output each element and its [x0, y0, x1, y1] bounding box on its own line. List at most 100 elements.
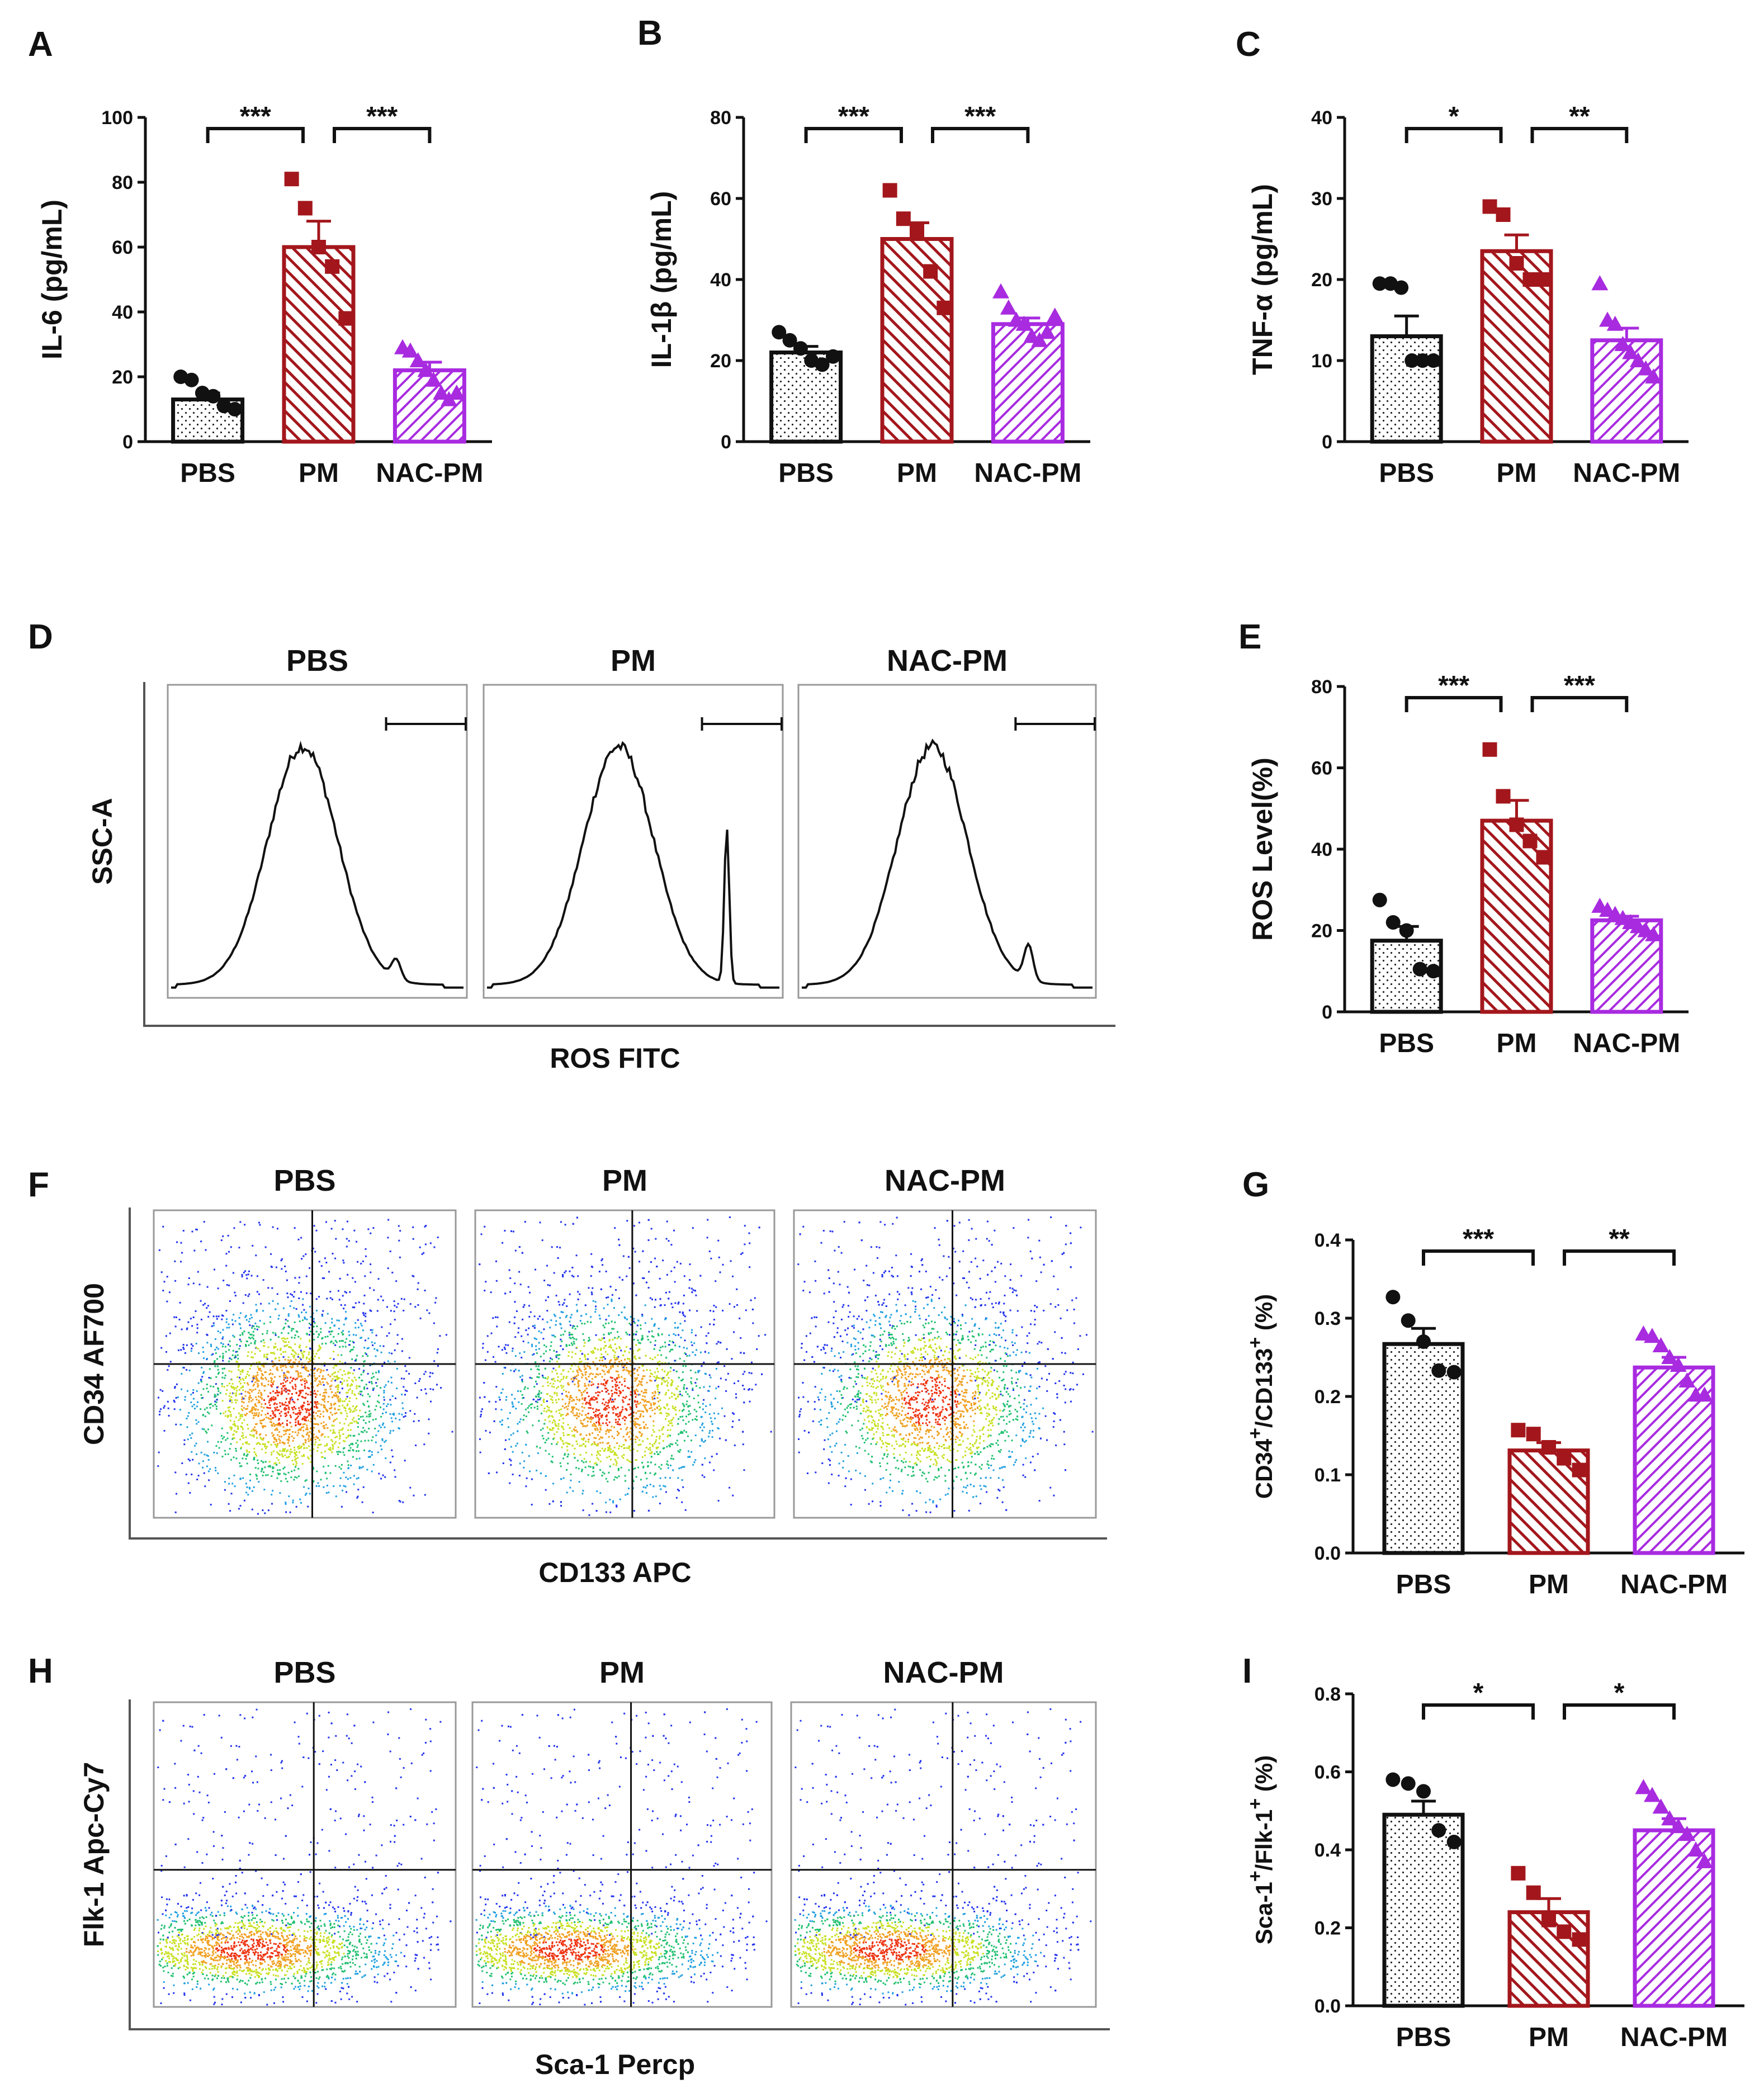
scatter-dot: [710, 1417, 712, 1419]
scatter-dot: [337, 1378, 339, 1380]
scatter-dot: [578, 1399, 580, 1401]
scatter-dot: [703, 1476, 706, 1478]
scatter-dot: [270, 1399, 272, 1401]
scatter-dot: [697, 1401, 699, 1404]
data-point: [184, 372, 199, 387]
scatter-dot: [329, 1297, 332, 1299]
scatter-dot: [701, 1439, 703, 1441]
scatter-dot: [643, 1277, 645, 1279]
scatter-dot: [655, 1436, 658, 1438]
scatter-dot: [315, 1309, 318, 1311]
scatter-dot: [286, 1292, 289, 1295]
scatter-dot: [703, 1426, 705, 1428]
scatter-dot: [679, 1393, 682, 1395]
scatter-dot: [294, 1459, 296, 1461]
scatter-dot: [523, 1351, 526, 1353]
y-tick-label: 20: [112, 367, 133, 388]
scatter-dot: [295, 1370, 297, 1372]
scatter-dot: [642, 1404, 645, 1407]
scatter-dot: [230, 1399, 233, 1401]
scatter-dot: [239, 1334, 242, 1336]
scatter-dot: [703, 1361, 705, 1363]
scatter-dot: [614, 1459, 616, 1461]
scatter-dot: [571, 1430, 573, 1432]
bar-pm: [880, 237, 954, 444]
scatter-dot: [218, 1371, 220, 1374]
scatter-dot: [361, 1431, 362, 1433]
scatter-dot: [561, 1398, 564, 1400]
scatter-dot: [642, 1370, 645, 1372]
scatter-dot: [561, 1304, 564, 1306]
scatter-dot: [620, 1349, 622, 1352]
scatter-dot: [693, 1409, 696, 1411]
scatter-dot: [572, 1399, 574, 1401]
scatter-dot: [246, 1486, 248, 1488]
scatter-dot: [625, 1439, 627, 1442]
scatter-dot: [571, 1333, 574, 1336]
scatter-dot: [551, 1358, 554, 1361]
scatter-dot: [749, 1388, 750, 1390]
scatter-dot: [608, 1436, 610, 1438]
scatter-dot: [351, 1392, 353, 1394]
scatter-dot: [573, 1341, 575, 1343]
scatter-dot: [670, 1244, 673, 1246]
scatter-dot: [224, 1481, 226, 1483]
scatter-dot: [309, 1374, 311, 1376]
scatter-dot: [217, 1472, 219, 1474]
scatter-dot: [618, 1346, 621, 1348]
scatter-dot: [582, 1425, 584, 1427]
scatter-dot: [684, 1352, 686, 1354]
scatter-dot: [196, 1332, 198, 1334]
scatter-dot: [258, 1380, 260, 1382]
scatter-dot: [310, 1368, 312, 1371]
scatter-dot: [566, 1376, 568, 1378]
scatter-dot: [194, 1408, 196, 1410]
scatter-dot: [287, 1438, 290, 1440]
scatter-dot: [525, 1408, 527, 1410]
scatter-dot: [300, 1502, 302, 1504]
scatter-dot: [713, 1319, 715, 1321]
scatter-dot: [562, 1377, 565, 1380]
scatter-dot: [296, 1377, 298, 1380]
scatter-dot: [613, 1479, 616, 1481]
scatter-dot: [689, 1263, 691, 1266]
scatter-dot: [234, 1399, 237, 1401]
scatter-dot: [588, 1407, 590, 1409]
scatter-dot: [578, 1467, 580, 1470]
scatter-dot: [309, 1394, 311, 1396]
scatter-dot: [307, 1456, 309, 1459]
scatter-dot: [658, 1400, 660, 1403]
scatter-dot: [612, 1502, 614, 1504]
scatter-dot: [521, 1394, 523, 1396]
scatter-dot: [617, 1434, 619, 1436]
scatter-dot: [592, 1470, 594, 1472]
scatter-dot: [615, 1385, 617, 1388]
scatter-dot: [366, 1415, 368, 1418]
scatter-dot: [278, 1431, 281, 1433]
scatter-dot: [562, 1376, 565, 1377]
scatter-dot: [588, 1401, 590, 1404]
scatter-dot: [261, 1403, 263, 1405]
scatter-dot: [656, 1367, 658, 1370]
scatter-dot: [325, 1408, 327, 1410]
scatter-dot: [292, 1361, 295, 1363]
scatter-dot: [330, 1340, 333, 1342]
scatter-dot: [644, 1389, 646, 1391]
scatter-dot: [334, 1220, 336, 1222]
scatter-dot: [241, 1414, 243, 1416]
scatter-dot: [688, 1420, 690, 1423]
scatter-dot: [371, 1341, 373, 1343]
scatter-dot: [217, 1330, 219, 1332]
scatter-dot: [353, 1229, 356, 1232]
scatter-dot: [298, 1298, 300, 1299]
scatter-dot: [630, 1461, 632, 1463]
scatter-dot: [666, 1273, 668, 1276]
scatter-dot: [370, 1271, 372, 1273]
scatter-dot: [294, 1384, 296, 1386]
scatter-dot: [380, 1445, 382, 1447]
scatter-dot: [308, 1361, 310, 1363]
scatter-dot: [254, 1429, 257, 1432]
scatter-dot: [348, 1330, 350, 1333]
scatter-dot: [628, 1488, 630, 1490]
